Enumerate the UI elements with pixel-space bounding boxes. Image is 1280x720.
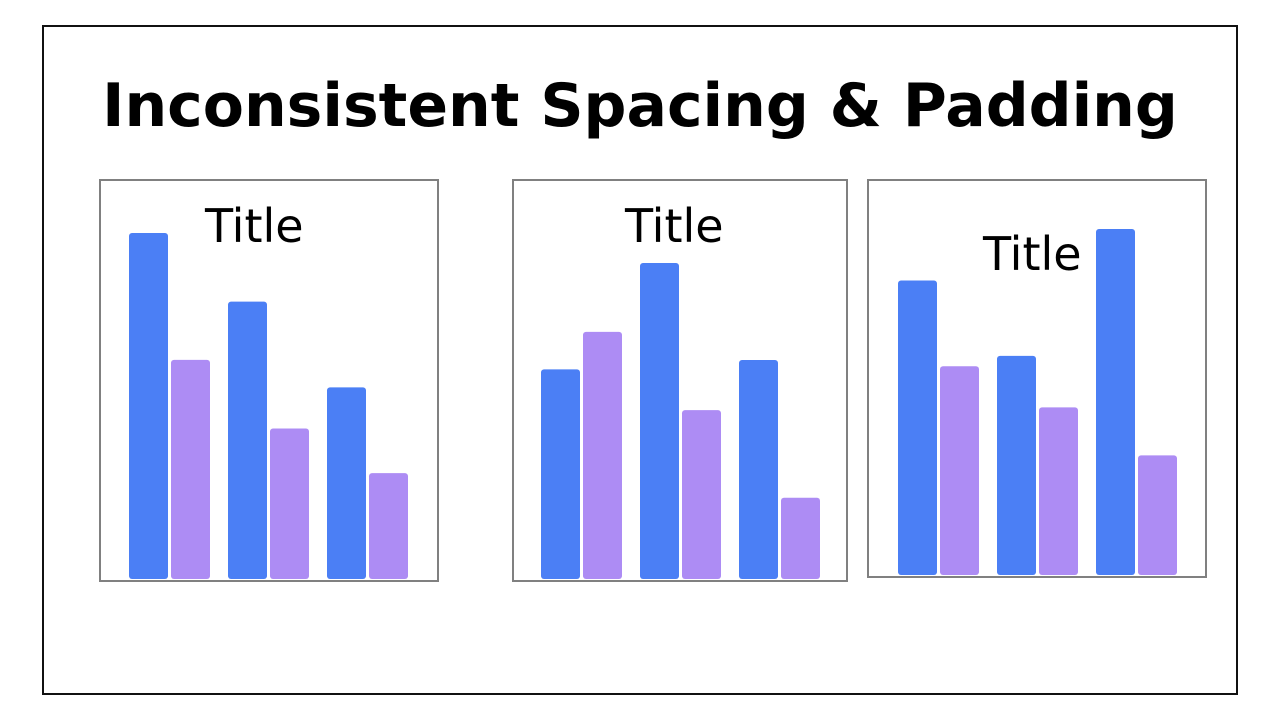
- chart-1-bar-series-1-group-2: [228, 301, 267, 579]
- chart-2-title: Title: [625, 199, 724, 253]
- chart-panel-1: Title: [99, 179, 439, 582]
- bar-chart-3: [898, 229, 1177, 575]
- chart-2-bar-series-2-group-1: [583, 331, 622, 579]
- chart-3-bar-series-2-group-2: [1039, 407, 1078, 575]
- chart-2-bar-series-1-group-2: [640, 263, 679, 579]
- bar-chart-1: [129, 233, 408, 579]
- chart-1-bar-series-2-group-2: [270, 428, 309, 579]
- chart-1-title: Title: [205, 199, 304, 253]
- chart-3-bar-series-1-group-2: [997, 355, 1036, 575]
- chart-3-bar-series-1-group-1: [898, 280, 937, 575]
- chart-1-bar-series-1-group-3: [327, 387, 366, 579]
- chart-1-bar-series-1-group-1: [129, 233, 168, 579]
- slide-heading: Inconsistent Spacing & Padding: [102, 71, 1178, 141]
- chart-2-bar-series-1-group-1: [541, 369, 580, 579]
- chart-2-bar-series-1-group-3: [739, 360, 778, 579]
- chart-panel-2: Title: [512, 179, 848, 582]
- chart-3-bar-series-2-group-3: [1138, 455, 1177, 575]
- chart-3-bar-series-2-group-1: [940, 366, 979, 575]
- bar-chart-2: [541, 263, 820, 579]
- chart-2-bar-series-2-group-3: [781, 497, 820, 579]
- chart-3-bar-series-1-group-3: [1096, 229, 1135, 575]
- chart-panel-3: Title: [867, 179, 1207, 578]
- chart-1-bar-series-2-group-3: [369, 473, 408, 579]
- chart-1-bar-series-2-group-1: [171, 359, 210, 579]
- chart-2-bar-series-2-group-2: [682, 410, 721, 579]
- chart-3-title: Title: [983, 227, 1082, 281]
